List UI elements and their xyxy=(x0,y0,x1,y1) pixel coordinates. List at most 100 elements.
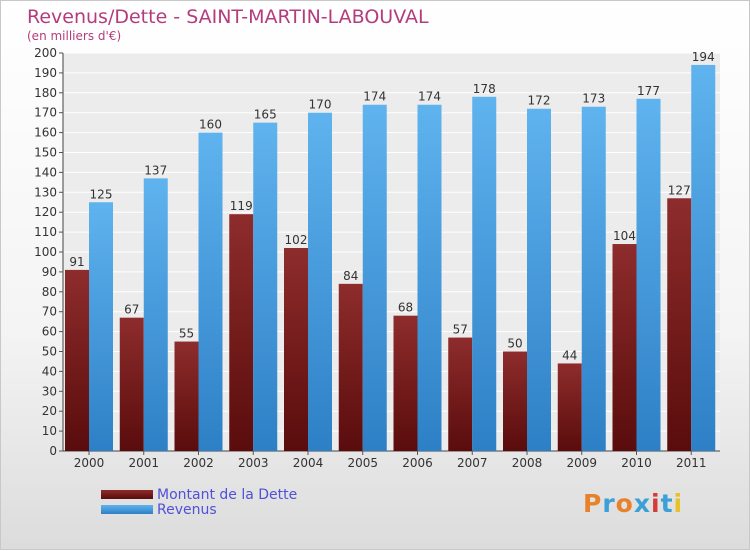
x-tick-label: 2009 xyxy=(566,456,597,470)
data-label-dette: 44 xyxy=(562,348,577,362)
y-tick-label: 190 xyxy=(34,66,57,80)
x-tick-label: 2007 xyxy=(457,456,488,470)
y-tick-label: 40 xyxy=(42,364,57,378)
y-tick-label: 180 xyxy=(34,86,57,100)
data-label-revenus: 170 xyxy=(309,98,332,112)
y-tick-label: 100 xyxy=(34,245,57,259)
y-tick-label: 30 xyxy=(42,384,57,398)
y-tick-label: 140 xyxy=(34,165,57,179)
data-label-dette: 102 xyxy=(285,233,308,247)
x-tick-label: 2002 xyxy=(183,456,214,470)
bar-dette xyxy=(667,198,692,451)
x-tick-label: 2008 xyxy=(512,456,543,470)
bar-dette xyxy=(503,351,527,451)
bar-revenus xyxy=(417,104,442,452)
data-label-dette: 91 xyxy=(69,255,84,269)
legend: Montant de la Dette Revenus xyxy=(101,486,298,518)
data-label-revenus: 174 xyxy=(418,90,441,104)
bar-dette xyxy=(229,214,254,451)
data-label-revenus: 165 xyxy=(254,108,277,122)
y-tick-label: 110 xyxy=(34,225,57,239)
y-tick-label: 0 xyxy=(49,444,57,458)
logo-letter: x xyxy=(633,489,651,518)
bar-dette xyxy=(557,363,582,451)
logo-letter: o xyxy=(615,489,634,518)
bar-dette xyxy=(393,315,418,451)
bar-revenus xyxy=(581,106,606,451)
logo-letter: r xyxy=(602,489,616,518)
data-label-dette: 119 xyxy=(230,199,253,213)
data-label-dette: 67 xyxy=(124,303,139,317)
bar-revenus xyxy=(472,96,497,451)
bar-dette xyxy=(612,244,637,451)
bar-revenus xyxy=(691,64,716,451)
data-label-dette: 57 xyxy=(453,323,468,337)
y-tick-label: 80 xyxy=(42,285,57,299)
legend-item-revenus: Revenus xyxy=(101,501,297,518)
data-label-revenus: 172 xyxy=(528,94,551,108)
data-label-dette: 104 xyxy=(613,229,636,243)
x-tick-label: 2004 xyxy=(293,456,324,470)
bar-revenus xyxy=(89,202,113,451)
legend-item-dette: Montant de la Dette xyxy=(101,486,298,503)
data-label-dette: 68 xyxy=(398,301,413,315)
data-label-revenus: 173 xyxy=(582,92,605,106)
y-tick-label: 150 xyxy=(34,146,57,160)
x-tick-label: 2010 xyxy=(621,456,652,470)
data-label-revenus: 137 xyxy=(144,163,167,177)
y-tick-label: 160 xyxy=(34,126,57,140)
data-label-revenus: 177 xyxy=(637,84,660,98)
bar-revenus xyxy=(253,122,278,452)
data-label-revenus: 160 xyxy=(199,118,222,132)
logo-letter: t xyxy=(660,489,674,518)
bar-dette xyxy=(284,248,308,451)
data-label-revenus: 125 xyxy=(90,187,113,201)
bar-revenus xyxy=(308,112,332,451)
legend-swatch-dette xyxy=(101,490,153,499)
proxiti-logo: Proxiti xyxy=(583,489,683,518)
y-tick-label: 70 xyxy=(42,305,57,319)
bar-dette xyxy=(338,283,363,451)
bar-revenus xyxy=(636,98,661,452)
y-tick-label: 10 xyxy=(42,424,57,438)
data-label-dette: 50 xyxy=(507,337,522,351)
x-tick-label: 2006 xyxy=(402,456,433,470)
bar-revenus xyxy=(198,132,223,451)
data-label-revenus: 174 xyxy=(363,90,386,104)
y-tick-label: 120 xyxy=(34,205,57,219)
data-label-dette: 55 xyxy=(179,327,194,341)
data-label-revenus: 194 xyxy=(692,50,715,64)
logo-letter: i xyxy=(673,489,684,518)
x-tick-label: 2001 xyxy=(128,456,159,470)
legend-label-dette: Montant de la Dette xyxy=(157,486,298,503)
bar-revenus xyxy=(143,178,168,451)
y-tick-label: 60 xyxy=(42,325,57,339)
bar-dette xyxy=(65,269,89,451)
bar-revenus xyxy=(527,108,551,451)
logo-letter: P xyxy=(583,489,603,518)
chart-title: Revenus/Dette - SAINT-MARTIN-LABOUVAL xyxy=(27,6,429,28)
bar-dette xyxy=(119,317,144,451)
legend-label-revenus: Revenus xyxy=(157,501,217,518)
data-label-revenus: 178 xyxy=(473,82,496,96)
bar-dette xyxy=(448,337,473,451)
bar-dette xyxy=(174,341,199,451)
data-label-dette: 127 xyxy=(668,183,691,197)
data-label-dette: 84 xyxy=(343,269,358,283)
x-tick-label: 2005 xyxy=(347,456,378,470)
y-tick-label: 170 xyxy=(34,106,57,120)
y-tick-label: 20 xyxy=(42,404,57,418)
x-tick-label: 2000 xyxy=(74,456,105,470)
x-tick-label: 2003 xyxy=(238,456,269,470)
y-tick-label: 90 xyxy=(42,265,57,279)
x-tick-label: 2011 xyxy=(676,456,707,470)
legend-swatch-revenus xyxy=(101,505,153,514)
y-tick-label: 50 xyxy=(42,345,57,359)
chart-subtitle: (en milliers d'€) xyxy=(27,29,122,43)
bar-revenus xyxy=(362,104,387,452)
y-tick-label: 200 xyxy=(34,46,57,60)
y-tick-label: 130 xyxy=(34,185,57,199)
logo-letter: i xyxy=(651,489,661,518)
